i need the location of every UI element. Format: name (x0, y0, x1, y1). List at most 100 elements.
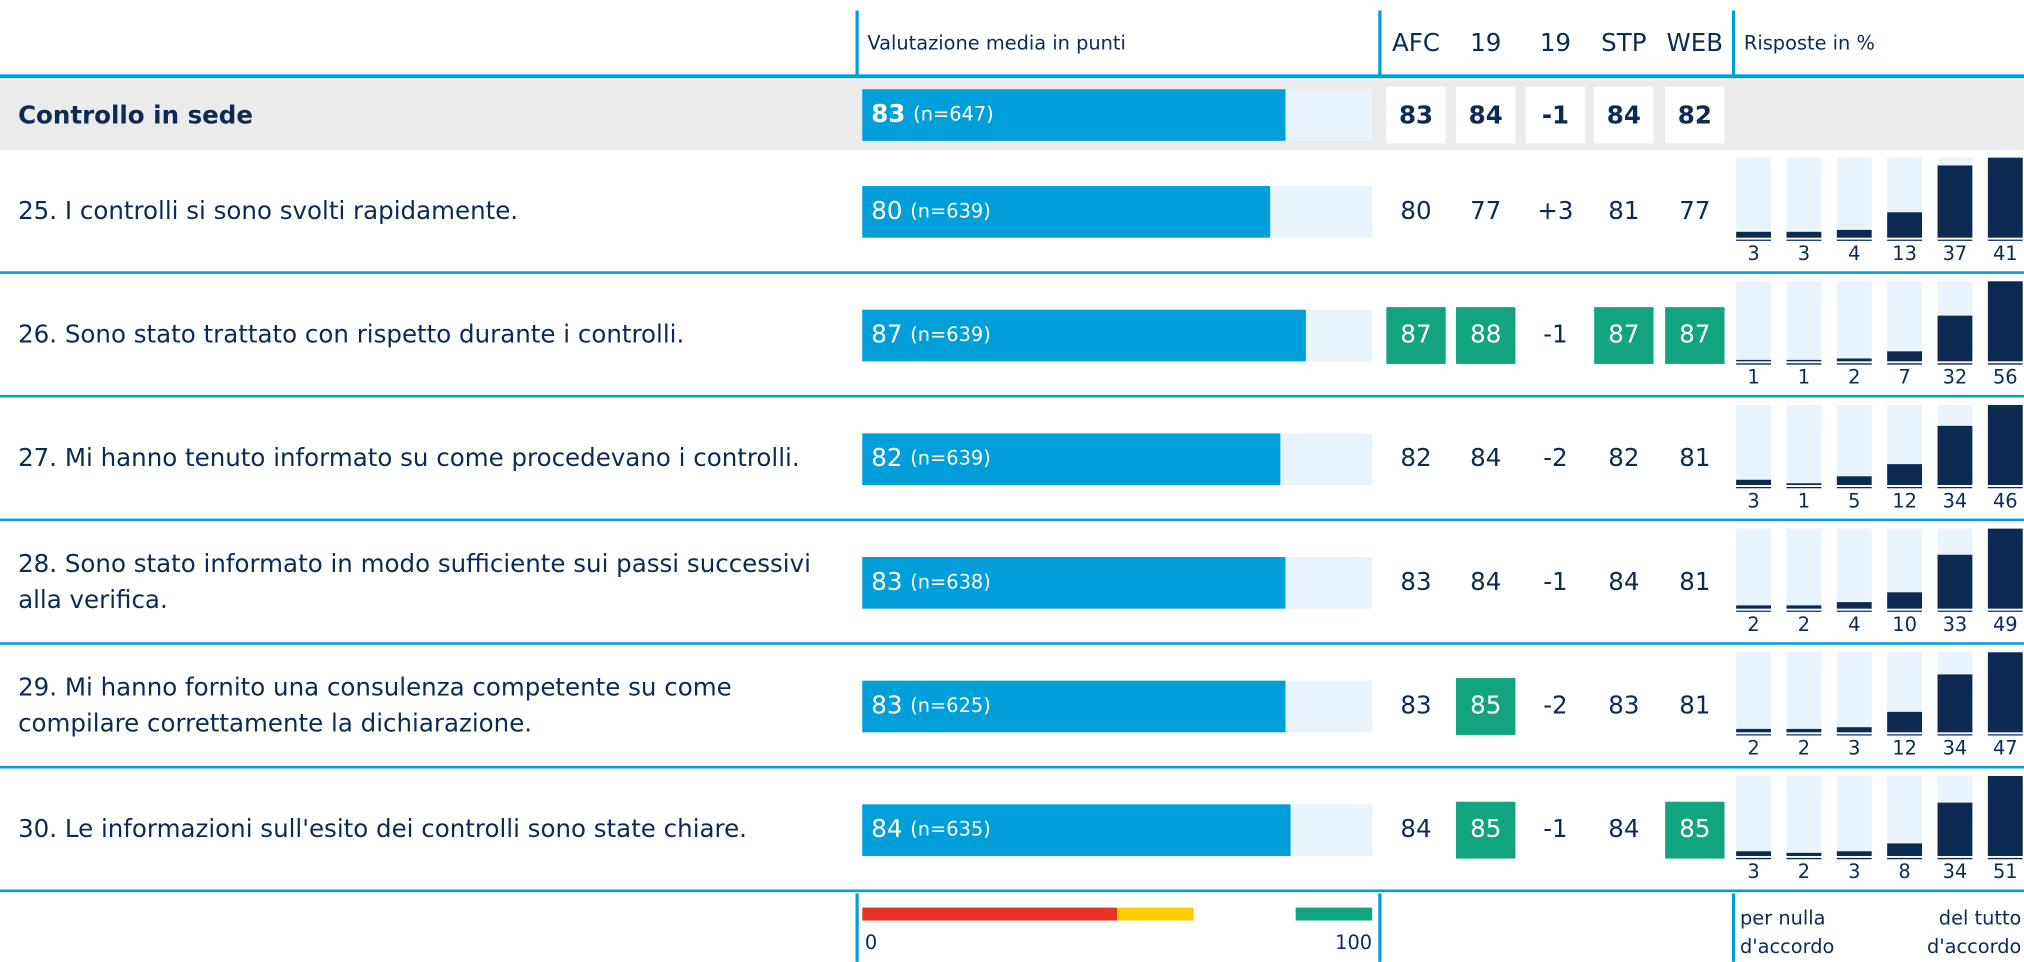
response-bar (1887, 711, 1923, 733)
column-header: 19 (1540, 28, 1571, 57)
response-bar (1836, 602, 1872, 609)
row-value: 87 (1679, 320, 1710, 349)
response-bar (1836, 229, 1872, 238)
score-n: (n=638) (910, 570, 991, 593)
response-track (1736, 528, 1771, 609)
score-n: (n=625) (910, 694, 991, 717)
section-value: -1 (1542, 100, 1569, 129)
response-track (1786, 652, 1822, 733)
response-bar (1736, 728, 1771, 733)
cell-box (1665, 86, 1725, 144)
response-value: 2 (1798, 860, 1810, 883)
response-track (1887, 775, 1923, 856)
response-track (1786, 281, 1822, 362)
row-label: 25. I controlli si sono svolti rapidamen… (18, 196, 518, 225)
response-bar (1987, 404, 2023, 486)
response-bar (1736, 359, 1771, 362)
score-bar (862, 433, 1281, 486)
score-value: 82 (871, 443, 902, 472)
response-bar (1736, 605, 1771, 609)
response-bar (1937, 554, 1973, 609)
response-value: 2 (1747, 737, 1759, 760)
row-value: 85 (1470, 814, 1501, 843)
response-bar (1987, 652, 2023, 733)
score-n: (n=647) (913, 103, 994, 126)
row-label: 29. Mi hanno fornito una consulenza comp… (18, 672, 732, 701)
column-header: WEB (1667, 28, 1724, 57)
responses-header: Risposte in % (1744, 32, 1875, 55)
row-value: 82 (1400, 443, 1431, 472)
rating-header: Valutazione media in punti (867, 32, 1125, 55)
row-value: 77 (1679, 196, 1710, 225)
response-track (1736, 157, 1771, 238)
response-bar (1736, 231, 1771, 238)
score-bar (862, 804, 1291, 856)
response-bar (1836, 476, 1872, 486)
response-value: 5 (1848, 489, 1860, 512)
row-value: +3 (1537, 196, 1573, 225)
response-bar (1786, 359, 1822, 362)
right-anchor-label: del tutto (1939, 907, 2022, 930)
response-bar (1786, 231, 1822, 238)
row-label: compilare correttamente la dichiarazione… (18, 709, 532, 738)
response-value: 4 (1848, 242, 1860, 265)
response-track (1836, 652, 1872, 733)
response-value: 12 (1892, 489, 1917, 512)
response-track (1786, 157, 1822, 238)
row-value: 77 (1470, 196, 1501, 225)
response-value: 12 (1892, 737, 1917, 760)
row-label: 28. Sono stato informato in modo suffici… (18, 549, 811, 578)
highlight-cell (1456, 307, 1516, 364)
response-value: 7 (1898, 366, 1910, 389)
score-n: (n=639) (910, 199, 991, 222)
row-value: 81 (1608, 196, 1639, 225)
section-title: Controllo in sede (18, 100, 253, 129)
row-value: 84 (1470, 443, 1501, 472)
section-value: 82 (1678, 100, 1712, 129)
row-value: 85 (1679, 814, 1710, 843)
response-value: 2 (1848, 366, 1860, 389)
row-label: 30. Le informazioni sull'esito dei contr… (18, 814, 747, 843)
response-value: 3 (1848, 737, 1860, 760)
column-dividers (855, 10, 1736, 962)
row-value: 87 (1400, 320, 1431, 349)
highlight-cell (1456, 801, 1516, 859)
response-value: 3 (1798, 242, 1810, 265)
response-bar (1786, 728, 1822, 733)
response-value: 56 (1993, 366, 2018, 389)
score-bar (862, 186, 1271, 238)
response-value: 3 (1747, 242, 1759, 265)
response-track (1836, 281, 1872, 362)
cell-box (1456, 86, 1516, 144)
response-bar (1987, 157, 2023, 238)
row-value: 81 (1679, 567, 1710, 596)
row-value: 85 (1470, 691, 1501, 720)
row-value: -2 (1543, 691, 1567, 720)
right-anchor-label: d'accordo (1927, 935, 2021, 958)
cell-box (1525, 86, 1586, 144)
row-value: 84 (1400, 814, 1431, 843)
response-track (1786, 404, 1822, 486)
cell-box (1386, 86, 1446, 144)
response-track (1836, 404, 1872, 486)
response-value: 32 (1943, 366, 1968, 389)
response-bar (1836, 727, 1872, 733)
response-track (1736, 281, 1771, 362)
response-bar (1887, 351, 1923, 362)
response-value: 10 (1892, 613, 1917, 636)
scale-max: 100 (1335, 931, 1372, 954)
scale-band (1295, 907, 1373, 921)
response-value: 41 (1993, 242, 2018, 265)
highlight-cell (1594, 307, 1654, 364)
score-value: 83 (871, 691, 902, 720)
section-value: 84 (1607, 100, 1641, 129)
response-bar (1836, 851, 1872, 856)
row-label: 27. Mi hanno tenuto informato su come pr… (18, 443, 800, 472)
response-value: 47 (1993, 737, 2018, 760)
response-bar (1937, 674, 1973, 733)
response-bar (1786, 852, 1822, 856)
response-value: 49 (1993, 613, 2018, 636)
row-value: 83 (1400, 691, 1431, 720)
row-value: 84 (1470, 567, 1501, 596)
